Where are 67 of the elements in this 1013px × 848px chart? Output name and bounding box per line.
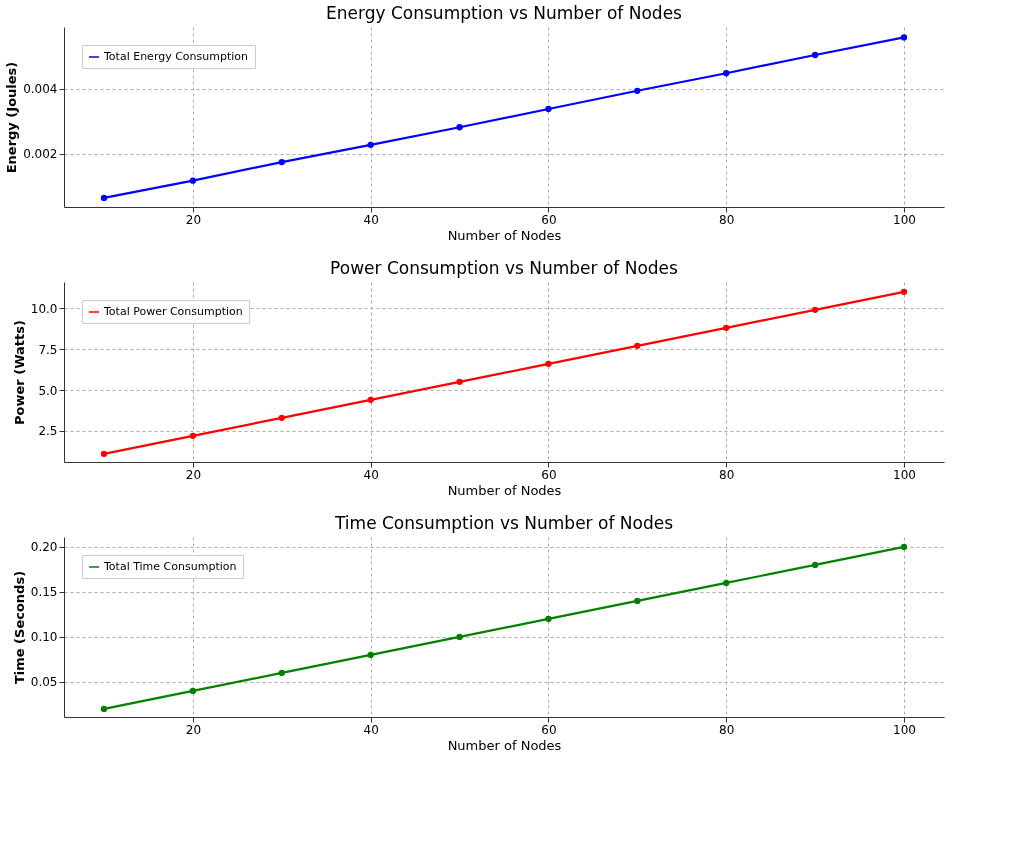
point: [545, 615, 552, 623]
point: [189, 177, 197, 184]
point: [278, 158, 285, 166]
x-tick-label: 80: [719, 467, 735, 482]
point: [100, 194, 108, 202]
point: [723, 324, 730, 331]
y-tick-label: 5.0: [38, 383, 58, 398]
point: [367, 651, 374, 659]
point: [811, 561, 819, 569]
x-tick-label: 60: [541, 467, 557, 482]
point: [100, 450, 108, 457]
point: [634, 597, 641, 605]
y-tick-label: 10.0: [30, 301, 58, 316]
point: [811, 51, 819, 59]
x-tick-label: 100: [893, 467, 916, 482]
y-axis-title: Time (Seconds): [11, 570, 27, 685]
legend-label: Total Time Consumption: [103, 560, 237, 573]
point: [900, 543, 908, 551]
x-tick-label: 100: [893, 212, 916, 227]
y-tick-label: 0.05: [30, 675, 58, 690]
y-axis-title: Energy (Joules): [4, 61, 20, 174]
point: [189, 432, 197, 439]
point: [456, 124, 463, 131]
y-tick-label: 0.20: [30, 540, 58, 555]
y-tick-label: 0.002: [23, 147, 58, 162]
point: [367, 141, 374, 148]
point: [900, 34, 908, 41]
y-tick-label: 7.5: [38, 342, 58, 357]
x-tick-label: 20: [185, 722, 202, 737]
x-tick-label: 80: [719, 212, 735, 227]
point: [634, 87, 641, 94]
point: [900, 288, 908, 295]
y-tick-label: 0.10: [30, 630, 58, 645]
x-tick-label: 60: [541, 722, 557, 737]
y-tick-label: 0.15: [30, 585, 58, 600]
x-tick-label: 20: [185, 212, 202, 227]
point: [367, 396, 374, 403]
point: [189, 687, 197, 695]
x-tick-label: 40: [363, 722, 379, 737]
point: [634, 342, 641, 349]
y-tick-label: 0.004: [23, 82, 58, 97]
x-tick-label: 80: [719, 722, 735, 737]
x-tick-label: 40: [363, 212, 379, 227]
point: [278, 669, 285, 677]
x-axis-title: Number of Nodes: [447, 227, 562, 243]
point: [456, 633, 463, 641]
x-axis-title: Number of Nodes: [447, 737, 562, 753]
x-tick-label: 20: [185, 467, 202, 482]
x-tick-label: 60: [541, 212, 557, 227]
point: [456, 378, 463, 385]
chart-title: Energy Consumption vs Number of Nodes: [326, 3, 683, 23]
point: [723, 579, 730, 587]
x-axis-title: Number of Nodes: [447, 482, 562, 498]
point: [278, 414, 285, 421]
chart-title: Power Consumption vs Number of Nodes: [330, 258, 679, 278]
point: [811, 306, 819, 313]
x-tick-label: 40: [363, 467, 379, 482]
legend-label: Total Energy Consumption: [103, 50, 249, 63]
y-axis-title: Power (Watts): [11, 320, 27, 425]
point: [545, 360, 552, 367]
point: [723, 70, 730, 77]
y-tick-label: 2.5: [38, 424, 58, 439]
legend-label: Total Power Consumption: [103, 305, 243, 318]
x-tick-label: 100: [893, 722, 916, 737]
point: [100, 705, 108, 713]
point: [545, 105, 552, 113]
chart-title: Time Consumption vs Number of Nodes: [333, 513, 674, 533]
